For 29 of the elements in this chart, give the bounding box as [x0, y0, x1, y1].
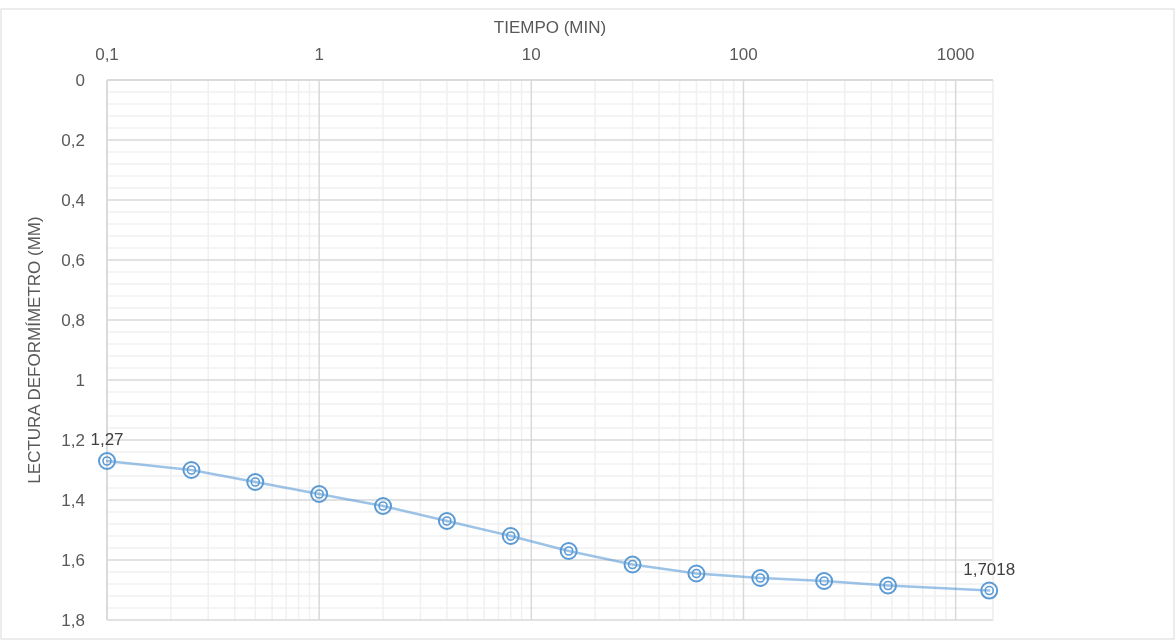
y-tick-label: 0,2: [61, 130, 85, 150]
point: [246, 473, 265, 491]
point: [374, 497, 393, 515]
point: [687, 564, 706, 583]
y-tick-label: 1,2: [61, 430, 85, 450]
x-tick-label: 1: [314, 45, 324, 64]
y-tick-label: 1,8: [61, 610, 85, 630]
point: [437, 512, 456, 530]
x-axis-title: TIEMPO (MIN): [493, 18, 607, 37]
point: [815, 572, 834, 590]
y-tick-label: 0,4: [61, 190, 85, 210]
point: [751, 569, 770, 587]
x-tick-label: 0,1: [95, 45, 119, 64]
point: [879, 576, 898, 595]
y-tick-label: 0,8: [61, 310, 85, 330]
point: [501, 527, 520, 545]
y-tick-label: 1: [75, 370, 85, 390]
point: [310, 485, 329, 503]
x-tick-label: 10: [521, 45, 541, 64]
data-label: 1,7018: [963, 559, 1016, 579]
data-label: 1,27: [90, 430, 124, 449]
y-axis-title: LECTURA DEFORMÍMETRO (MM): [25, 216, 44, 484]
x-tick-label: 100: [729, 45, 758, 64]
point: [182, 461, 201, 479]
y-tick-label: 1,6: [61, 550, 85, 570]
x-tick-label: 1000: [936, 45, 975, 64]
y-tick-label: 1,4: [61, 490, 85, 510]
y-tick-label: 0,6: [61, 250, 85, 270]
y-tick-label: 0: [75, 70, 85, 90]
